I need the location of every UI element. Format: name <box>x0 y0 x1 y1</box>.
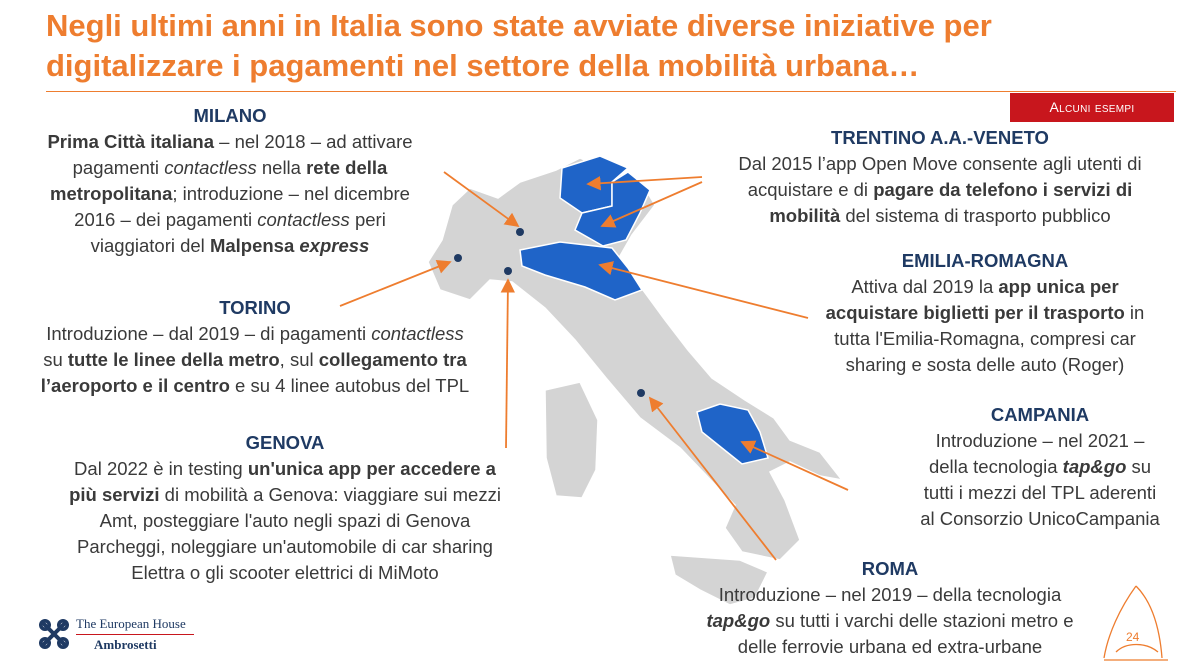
arrow-genova <box>500 278 516 449</box>
examples-tag: Alcuni esempi <box>1010 93 1174 122</box>
arrow-torino <box>339 259 452 307</box>
sail-icon <box>1103 585 1168 661</box>
torino-heading: TORINO <box>219 297 291 318</box>
roma-heading: ROMA <box>861 558 919 579</box>
campania-block: CAMPANIA Introduzione – nel 2021 – della… <box>880 402 1200 532</box>
logo-divider <box>76 634 194 635</box>
map-emilia <box>519 241 644 301</box>
milano-block: MILANO Prima Città italiana – nel 2018 –… <box>10 103 450 259</box>
map-dot-milano <box>516 228 524 236</box>
map-sardinia <box>544 381 599 499</box>
arrow-campania <box>740 440 849 491</box>
emilia-block: EMILIA-ROMAGNA Attiva dal 2019 la app un… <box>770 248 1200 378</box>
arrow-roma <box>648 396 777 561</box>
milano-heading: MILANO <box>193 105 267 126</box>
arrow-trentino-2 <box>600 181 703 228</box>
roma-block: ROMA Introduzione – nel 2019 – della tec… <box>660 556 1120 660</box>
map-dot-torino <box>454 254 462 262</box>
arrow-trentino-1 <box>586 176 703 191</box>
map-sicily <box>669 554 770 606</box>
map-veneto <box>574 171 651 247</box>
trentino-heading: TRENTINO A.A.-VENETO <box>831 127 1049 148</box>
page-title: Negli ultimi anni in Italia sono state a… <box>46 8 992 83</box>
logo-line-1: The European House <box>76 616 186 631</box>
genova-block: GENOVA Dal 2022 è in testing un'unica ap… <box>20 430 550 586</box>
title-divider <box>46 91 1176 92</box>
torino-block: TORINO Introduzione – dal 2019 – di paga… <box>0 295 510 399</box>
trentino-block: TRENTINO A.A.-VENETO Dal 2015 l’app Open… <box>700 125 1180 229</box>
map-dot-genova <box>504 267 512 275</box>
campania-heading: CAMPANIA <box>990 404 1090 425</box>
map-dot-roma <box>637 389 645 397</box>
page-number: 24 <box>1126 630 1140 644</box>
logo-line-2: Ambrosetti <box>94 637 157 652</box>
arrow-emilia <box>598 261 809 319</box>
emilia-heading: EMILIA-ROMAGNA <box>901 250 1069 271</box>
genova-heading: GENOVA <box>245 432 325 453</box>
ambrosetti-logo-icon <box>39 619 69 649</box>
arrow-milano <box>443 171 520 228</box>
